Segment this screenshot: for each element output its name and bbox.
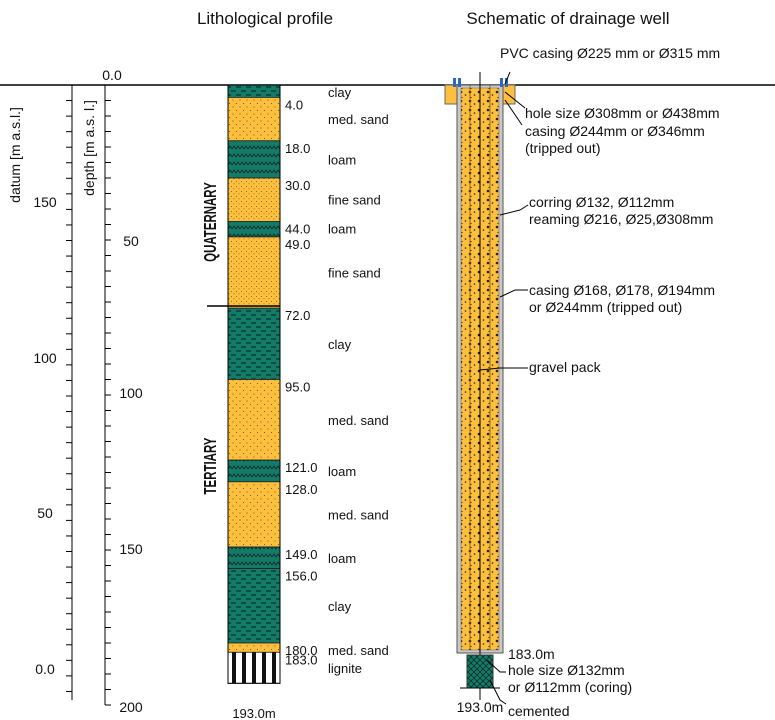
layer-lignite	[227, 651, 281, 684]
well-leader-lines	[479, 71, 529, 705]
right-title: Schematic of drainage well	[466, 9, 669, 28]
layer-top-depth: 183.0	[285, 652, 318, 667]
layer-loam	[227, 459, 281, 483]
datum-tick-label: 100	[33, 350, 57, 366]
layer-name: med. sand	[328, 413, 389, 428]
layer-name: lignite	[328, 661, 362, 676]
well-note-hole: hole size Ø308mm or Ø438mm	[525, 105, 720, 121]
layer-name: loam	[328, 551, 356, 566]
pvc-casing-marker	[453, 78, 456, 87]
datum-tick-label: 0.0	[35, 661, 55, 677]
well-note-hole-bottom: hole size Ø132mm	[508, 662, 625, 678]
datum-tick-label: 150	[33, 194, 57, 210]
layer-top-depth: 18.0	[285, 141, 310, 156]
left-title: Lithological profile	[197, 9, 333, 28]
well-note-tripped: (tripped out)	[525, 140, 600, 156]
well-note-casing2: casing Ø168, Ø178, Ø194mm	[529, 282, 715, 298]
layer-name: med. sand	[328, 643, 389, 658]
layer-fine	[227, 236, 281, 309]
layer-name: loam	[328, 152, 356, 167]
layer-name: clay	[328, 85, 352, 100]
layer-top-depth: 44.0	[285, 221, 310, 236]
drainage-well	[444, 72, 516, 700]
layer-fine	[227, 177, 281, 222]
layer-top-depth: 149.0	[285, 547, 318, 562]
well-note-cemented: cemented	[508, 703, 569, 719]
layer-clay	[227, 568, 281, 644]
lithology-column	[227, 84, 281, 684]
cemented-plug	[466, 654, 494, 689]
layer-name: clay	[328, 599, 352, 614]
era-label-quaternary: QUATERNARY	[202, 182, 221, 262]
well-note-reaming: reaming Ø216, Ø25,Ø308mm	[529, 211, 713, 227]
layer-name: loam	[328, 221, 356, 236]
ground-level-label: 0.0	[102, 67, 122, 83]
layer-name: fine sand	[328, 266, 381, 281]
well-note-183: 183.0m	[508, 646, 555, 662]
layer-depth-labels: 4.0 18.0 30.0 44.049.0 72.0 95.0 121.0 128.0 149…	[285, 97, 318, 667]
well-note-hole-bottom-b: or Ø112mm (coring)	[508, 679, 632, 695]
layer-loam	[227, 546, 281, 570]
datum-axis-label: datum [m a.s.l.]	[7, 107, 23, 203]
layer-name: loam	[328, 464, 356, 479]
well-note-gravel: gravel pack	[529, 359, 602, 375]
depth-tick-label: 50	[123, 233, 139, 249]
layer-top-depth: 49.0	[285, 237, 310, 252]
layer-loam	[227, 220, 281, 238]
layer-top-depth: 156.0	[285, 569, 318, 584]
layer-sand	[227, 481, 281, 548]
depth-axis	[104, 84, 111, 706]
layer-name: med. sand	[328, 112, 389, 127]
pvc-casing-marker	[500, 78, 503, 87]
depth-tick-label: 200	[119, 699, 143, 715]
layer-clay	[227, 84, 281, 98]
layer-loam	[227, 140, 281, 179]
layer-name: med. sand	[328, 507, 389, 522]
pvc-casing-marker	[505, 78, 508, 87]
layer-top-depth: 121.0	[285, 460, 318, 475]
well-note-pvc: PVC casing Ø225 mm or Ø315 mm	[500, 45, 720, 61]
datum-tick-label: 50	[37, 505, 53, 521]
layer-clay	[227, 307, 281, 380]
layer-top-depth: 72.0	[285, 308, 310, 323]
layer-top-depth: 4.0	[285, 97, 303, 112]
depth-axis-label: depth [m a.s. l.]	[81, 100, 97, 196]
layer-top-depth: 180.0	[285, 643, 318, 658]
layer-name-labels: clay med. sand loam fine sand loam fine sand c…	[328, 85, 389, 676]
well-bottom-label: 193.0m	[457, 699, 504, 715]
depth-tick-label: 100	[119, 385, 143, 401]
profile-bottom-label: 193.0m	[232, 706, 275, 720]
datum-axis	[66, 84, 73, 700]
layer-sand	[227, 379, 281, 461]
layer-name: clay	[328, 337, 352, 352]
depth-tick-label: 150	[119, 541, 143, 557]
era-label-tertiary: TERTIARY	[202, 437, 221, 494]
well-note-casing2b: or Ø244mm (tripped out)	[529, 299, 682, 315]
layer-top-depth: 30.0	[285, 178, 310, 193]
layer-top-depth: 128.0	[285, 482, 318, 497]
well-note-corring: corring Ø132, Ø112mm	[529, 194, 674, 210]
layer-sand	[227, 642, 281, 653]
pvc-casing-marker	[458, 78, 461, 87]
column-border	[227, 84, 281, 684]
layer-name: fine sand	[328, 193, 381, 208]
well-note-casing: casing Ø244mm or Ø346mm	[525, 123, 705, 139]
layer-sand	[227, 97, 281, 142]
layer-top-depth: 95.0	[285, 380, 310, 395]
